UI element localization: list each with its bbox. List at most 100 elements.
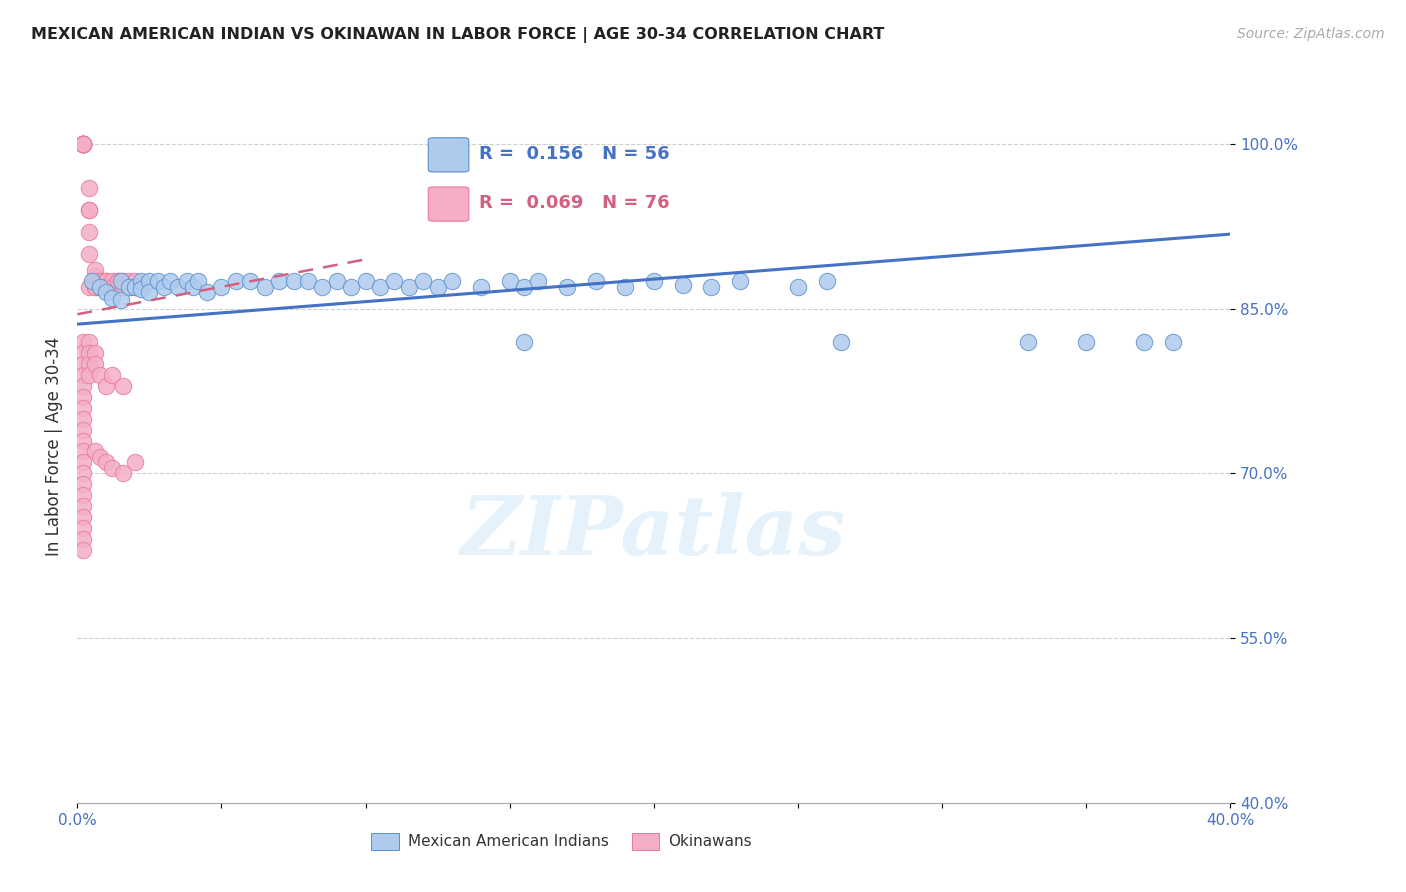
Point bbox=[77, 225, 100, 239]
Point bbox=[72, 334, 94, 349]
Point bbox=[176, 274, 198, 288]
Point bbox=[1133, 334, 1156, 349]
Point bbox=[118, 274, 141, 288]
Point bbox=[340, 280, 363, 294]
Point bbox=[112, 280, 135, 294]
Point bbox=[129, 274, 152, 288]
Point bbox=[96, 274, 118, 288]
Point bbox=[499, 274, 522, 288]
Point bbox=[101, 291, 124, 305]
Point bbox=[72, 137, 94, 152]
Point bbox=[96, 378, 118, 392]
Text: ZIPatlas: ZIPatlas bbox=[461, 491, 846, 572]
Point bbox=[267, 274, 291, 288]
Point bbox=[83, 444, 105, 458]
Point bbox=[72, 137, 94, 152]
Point bbox=[77, 368, 100, 382]
Point bbox=[325, 274, 349, 288]
Point bbox=[83, 280, 105, 294]
Point bbox=[89, 280, 111, 294]
Point bbox=[101, 280, 124, 294]
Point bbox=[72, 390, 94, 404]
Point bbox=[72, 368, 94, 382]
Point bbox=[311, 280, 333, 294]
Point bbox=[283, 274, 305, 288]
Point bbox=[77, 202, 100, 217]
Point bbox=[426, 280, 449, 294]
Point bbox=[72, 137, 94, 152]
Point bbox=[72, 521, 94, 535]
Point bbox=[72, 543, 94, 558]
Point bbox=[153, 280, 174, 294]
Point bbox=[118, 280, 141, 294]
Point bbox=[96, 280, 118, 294]
Point bbox=[96, 285, 118, 300]
Point bbox=[72, 137, 94, 152]
Point bbox=[118, 280, 141, 294]
Point bbox=[253, 280, 276, 294]
Point bbox=[614, 280, 637, 294]
Point bbox=[159, 274, 181, 288]
Point bbox=[124, 274, 146, 288]
Point bbox=[77, 202, 100, 217]
Point bbox=[72, 137, 94, 152]
Point bbox=[101, 274, 124, 288]
Point bbox=[398, 280, 420, 294]
Point bbox=[112, 378, 135, 392]
Point bbox=[72, 488, 94, 502]
Point bbox=[77, 334, 100, 349]
Point bbox=[225, 274, 247, 288]
Point bbox=[72, 137, 94, 152]
Point bbox=[72, 444, 94, 458]
Point bbox=[96, 274, 118, 288]
Point bbox=[89, 450, 111, 464]
Point bbox=[557, 280, 579, 294]
Point bbox=[83, 357, 105, 371]
Point bbox=[72, 455, 94, 469]
Point bbox=[1161, 334, 1184, 349]
Point bbox=[412, 274, 434, 288]
Point bbox=[96, 280, 118, 294]
Point bbox=[730, 274, 752, 288]
Point bbox=[830, 334, 852, 349]
Point bbox=[470, 280, 492, 294]
Point bbox=[72, 378, 94, 392]
Point bbox=[72, 510, 94, 524]
Point bbox=[72, 137, 94, 152]
Point bbox=[368, 280, 391, 294]
Point bbox=[112, 467, 135, 481]
Point bbox=[101, 368, 124, 382]
Point bbox=[110, 293, 132, 307]
Point bbox=[643, 274, 665, 288]
Text: MEXICAN AMERICAN INDIAN VS OKINAWAN IN LABOR FORCE | AGE 30-34 CORRELATION CHART: MEXICAN AMERICAN INDIAN VS OKINAWAN IN L… bbox=[31, 27, 884, 43]
Point bbox=[72, 137, 94, 152]
Point bbox=[195, 285, 218, 300]
Point bbox=[585, 274, 607, 288]
Point bbox=[138, 285, 160, 300]
Point bbox=[77, 345, 100, 359]
Point bbox=[101, 461, 124, 475]
Point bbox=[77, 247, 100, 261]
Point bbox=[700, 280, 723, 294]
Point bbox=[89, 368, 111, 382]
Point bbox=[110, 274, 132, 288]
Point bbox=[72, 467, 94, 481]
Point bbox=[80, 274, 103, 288]
Point bbox=[211, 280, 233, 294]
Legend: Mexican American Indians, Okinawans: Mexican American Indians, Okinawans bbox=[366, 827, 758, 855]
Point bbox=[1018, 334, 1040, 349]
Point bbox=[107, 274, 129, 288]
Point bbox=[72, 500, 94, 514]
Point bbox=[77, 280, 100, 294]
Point bbox=[107, 274, 129, 288]
Point bbox=[354, 274, 377, 288]
Point bbox=[181, 280, 204, 294]
Point bbox=[297, 274, 319, 288]
Point bbox=[89, 274, 111, 288]
Point bbox=[815, 274, 838, 288]
Point bbox=[1076, 334, 1098, 349]
Point bbox=[527, 274, 550, 288]
Point bbox=[124, 455, 146, 469]
Point bbox=[441, 274, 464, 288]
Point bbox=[146, 274, 169, 288]
